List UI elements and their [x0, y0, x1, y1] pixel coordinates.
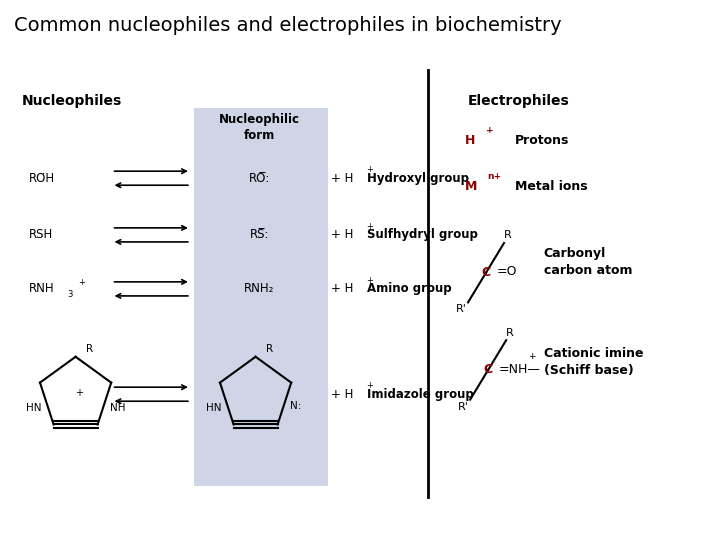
- Text: R: R: [506, 327, 514, 338]
- Text: RS̈H: RS̈H: [29, 228, 53, 241]
- Text: Protons: Protons: [515, 134, 570, 147]
- Text: Common nucleophiles and electrophiles in biochemistry: Common nucleophiles and electrophiles in…: [14, 16, 562, 35]
- Text: RO̅:: RO̅:: [248, 172, 270, 185]
- Text: Amino group: Amino group: [367, 282, 452, 295]
- Text: Sulfhydryl group: Sulfhydryl group: [367, 228, 478, 241]
- Text: N:: N:: [290, 401, 302, 411]
- Text: Cationic imine
(Schiff base): Cationic imine (Schiff base): [544, 347, 643, 377]
- Text: C: C: [484, 363, 492, 376]
- Text: R: R: [266, 344, 274, 354]
- Text: Nucleophiles: Nucleophiles: [22, 94, 122, 109]
- Text: =NH—: =NH—: [499, 363, 541, 376]
- Text: Imidazole group: Imidazole group: [367, 388, 474, 401]
- Text: +: +: [366, 165, 373, 174]
- Text: n+: n+: [487, 172, 502, 181]
- Bar: [194, 108, 328, 486]
- Text: +: +: [366, 381, 373, 390]
- Text: R': R': [456, 304, 467, 314]
- Text: C: C: [482, 266, 490, 279]
- Text: R: R: [504, 230, 512, 240]
- Text: + H: + H: [331, 282, 354, 295]
- Text: +: +: [366, 222, 373, 231]
- Text: RÖH: RÖH: [29, 172, 55, 185]
- Text: + H: + H: [331, 388, 354, 401]
- Text: RS̅:: RS̅:: [249, 228, 269, 241]
- Text: Electrophiles: Electrophiles: [468, 94, 570, 109]
- Text: + H: + H: [331, 228, 354, 241]
- Text: R': R': [458, 402, 469, 413]
- Text: H: H: [464, 134, 474, 147]
- Text: RNH₂: RNH₂: [244, 282, 274, 295]
- Text: Nucleophilic
form: Nucleophilic form: [219, 113, 300, 143]
- Text: Carbonyl
carbon atom: Carbonyl carbon atom: [544, 247, 632, 277]
- Text: +: +: [366, 276, 373, 285]
- Text: HN: HN: [25, 403, 41, 413]
- Text: R: R: [86, 344, 94, 354]
- Text: M: M: [464, 180, 477, 193]
- Text: HN: HN: [205, 403, 221, 413]
- Text: Metal ions: Metal ions: [515, 180, 588, 193]
- Text: + H: + H: [331, 172, 354, 185]
- Text: RNH: RNH: [29, 282, 55, 295]
- Text: Hydroxyl group: Hydroxyl group: [367, 172, 469, 185]
- Text: +: +: [486, 126, 494, 135]
- Text: 3: 3: [67, 290, 72, 299]
- Text: +: +: [528, 352, 535, 361]
- Text: =O: =O: [497, 265, 517, 278]
- Text: +: +: [75, 388, 84, 397]
- Text: +: +: [78, 278, 85, 287]
- Text: NH: NH: [110, 403, 126, 413]
